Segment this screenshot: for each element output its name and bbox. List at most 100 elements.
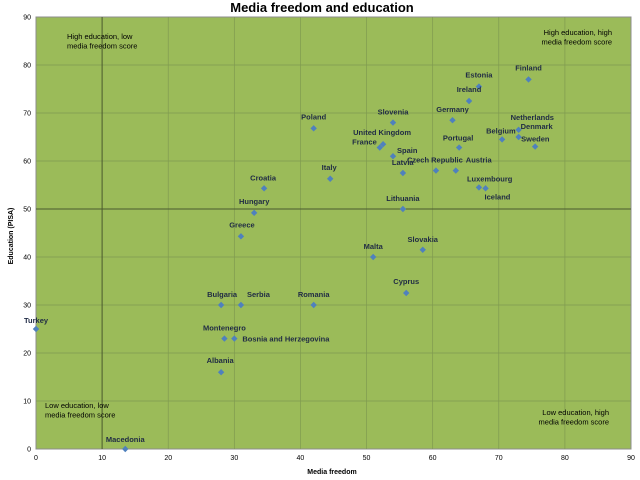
data-point-czech-republic	[432, 167, 440, 174]
y-tick-label: 20	[23, 351, 31, 358]
y-tick-label: 10	[23, 399, 31, 406]
data-label-bulgaria: Bulgaria	[207, 290, 238, 299]
data-point-estonia	[475, 83, 483, 90]
y-tick-label: 90	[23, 15, 31, 22]
data-point-italy	[326, 175, 334, 182]
data-label-estonia: Estonia	[465, 71, 493, 80]
data-label-france: France	[352, 138, 377, 147]
y-tick-label: 70	[23, 111, 31, 118]
reference-lines	[36, 17, 631, 449]
data-label-iceland: Iceland	[485, 192, 511, 201]
x-tick-label: 40	[297, 455, 305, 462]
data-label-italy: Italy	[322, 163, 338, 172]
data-label-slovenia: Slovenia	[378, 108, 410, 117]
data-label-slovakia: Slovakia	[408, 235, 439, 244]
data-point-latvia	[399, 169, 407, 177]
x-axis-label: Media freedom	[307, 469, 356, 476]
x-tick-label: 20	[164, 455, 172, 462]
data-point-germany	[449, 117, 456, 124]
x-tick-label: 70	[495, 455, 503, 462]
data-label-belgium: Belgium	[486, 126, 516, 135]
quadrant-label-bottom-left: Low education, low media freedom score	[45, 401, 115, 420]
x-tick-label: 0	[34, 455, 38, 462]
data-point-serbia	[237, 301, 245, 309]
quadrant-label-top-left: High education, low media freedom score	[67, 32, 137, 51]
data-label-bosnia-and-herzegovina: Bosnia and Herzegovina	[242, 335, 330, 344]
data-point-turkey	[32, 325, 40, 333]
x-tick-label: 60	[429, 455, 437, 462]
data-point-austria	[452, 167, 460, 174]
x-tick-label: 80	[561, 455, 569, 462]
data-point-hungary	[250, 209, 258, 217]
data-point-croatia	[260, 185, 268, 192]
data-label-malta: Malta	[364, 242, 384, 251]
data-label-poland: Poland	[301, 112, 326, 121]
data-label-albania: Albania	[207, 356, 235, 365]
data-point-bosnia-and-herzegovina	[231, 335, 238, 342]
data-point-cyprus	[403, 289, 410, 297]
data-label-croatia: Croatia	[250, 173, 277, 182]
quadrant-labels: High education, low media freedom score Hi…	[45, 28, 612, 427]
data-label-cyprus: Cyprus	[393, 277, 419, 286]
x-tick-label: 50	[363, 455, 371, 462]
y-tick-label: 0	[27, 447, 31, 454]
plot-area	[35, 16, 632, 450]
x-tick-label: 90	[627, 455, 635, 462]
data-point-albania	[217, 369, 225, 376]
data-point-france	[376, 144, 383, 151]
data-label-netherlands: Netherlands	[511, 113, 554, 122]
y-tick-label: 40	[23, 255, 31, 262]
data-point-belgium	[498, 136, 506, 143]
point-labels: Finland Estonia Ireland Germany Slovenia Neth…	[24, 63, 554, 444]
data-label-sweden: Sweden	[521, 135, 550, 144]
data-label-austria: Austria	[466, 156, 493, 165]
data-point-montenegro	[221, 335, 228, 342]
data-label-united-kingdom: United Kingdom	[353, 128, 411, 137]
data-point-poland	[310, 125, 317, 132]
data-point-united-kingdom	[379, 141, 387, 148]
data-point-slovenia	[389, 119, 397, 126]
data-point-netherlands	[515, 126, 522, 133]
data-point-greece	[237, 233, 245, 240]
data-label-spain: Spain	[397, 146, 418, 155]
data-label-denmark: Denmark	[521, 122, 554, 131]
y-tick-label: 60	[23, 159, 31, 166]
data-label-montenegro: Montenegro	[203, 324, 246, 333]
data-point-ireland	[465, 97, 473, 105]
data-point-finland	[525, 76, 532, 83]
y-tick-label: 30	[23, 303, 31, 310]
data-point-sweden	[531, 143, 539, 150]
y-tick-label: 50	[23, 207, 31, 214]
data-label-ireland: Ireland	[457, 85, 482, 94]
data-point-macedonia	[122, 445, 129, 453]
y-axis-label: Education (PISA)	[8, 208, 15, 265]
x-tick-label: 30	[230, 455, 238, 462]
data-point-denmark	[515, 133, 522, 141]
data-label-finland: Finland	[515, 63, 542, 72]
y-tick-label: 80	[23, 63, 31, 70]
quadrant-label-bottom-right: Low education, high media freedom score	[539, 408, 609, 427]
data-label-macedonia: Macedonia	[106, 435, 146, 444]
data-point-spain	[389, 153, 397, 160]
data-point-luxembourg	[475, 184, 483, 191]
data-point-slovakia	[419, 246, 426, 253]
data-label-lithuania: Lithuania	[386, 194, 420, 203]
data-label-latvia: Latvia	[392, 158, 415, 167]
data-label-hungary: Hungary	[239, 197, 270, 206]
axis-ticks: 0 10 20 30 40 50 60 70 80 90 0 10 20 30 40 50 60 70 80 90	[23, 15, 635, 463]
data-point-romania	[310, 301, 317, 309]
data-point-bulgaria	[217, 301, 225, 309]
data-label-turkey: Turkey	[24, 316, 49, 325]
data-label-serbia: Serbia	[247, 290, 271, 299]
data-label-romania: Romania	[298, 290, 331, 299]
data-label-greece: Greece	[229, 220, 254, 229]
data-label-germany: Germany	[436, 105, 469, 114]
data-points	[32, 76, 539, 453]
chart-title: Media freedom and education	[230, 0, 414, 15]
data-label-luxembourg: Luxembourg	[467, 174, 513, 183]
data-label-portugal: Portugal	[443, 134, 473, 143]
quadrant-label-top-right: High education, high media freedom score	[542, 28, 612, 47]
data-point-portugal	[455, 144, 463, 151]
data-point-iceland	[482, 185, 489, 192]
